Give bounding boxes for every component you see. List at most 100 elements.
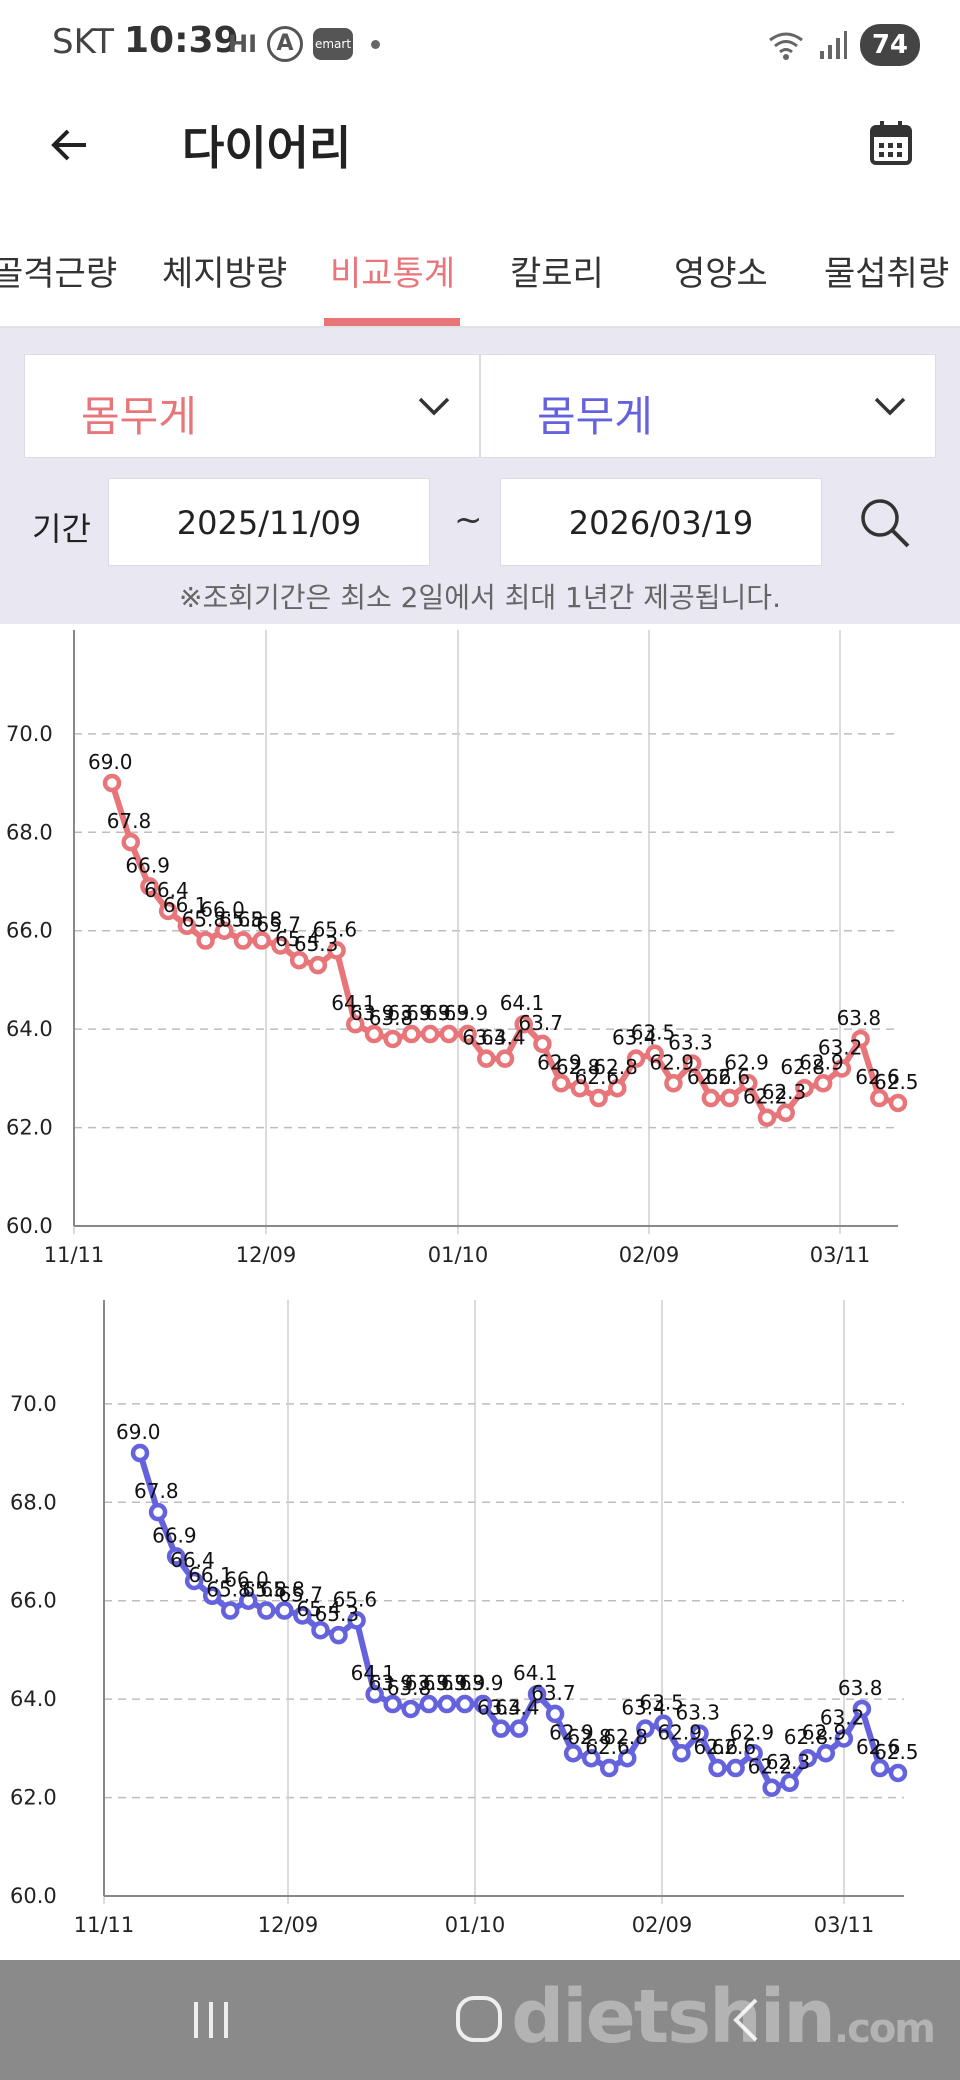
start-date-field[interactable]: 2025/11/09 <box>108 478 430 566</box>
tab-skeletal-muscle[interactable]: 골격근량 <box>0 254 118 294</box>
data-label: 63.9 <box>406 1001 451 1025</box>
data-point <box>581 1748 601 1768</box>
data-label: 65.8 <box>219 908 264 932</box>
data-label: 65.6 <box>333 1587 378 1611</box>
left-metric-select[interactable]: 몸무게 <box>24 354 480 458</box>
system-icons: 74 <box>766 24 920 66</box>
tab-nutrients[interactable]: 영양소 <box>674 254 768 294</box>
recent-apps-icon[interactable] <box>176 1990 246 2050</box>
data-point <box>293 1606 312 1625</box>
data-point <box>762 1778 781 1797</box>
tab-body-fat[interactable]: 체지방량 <box>162 254 288 294</box>
data-label: 66.9 <box>125 853 170 877</box>
data-point <box>589 1088 608 1108</box>
emart-notification-icon: emart <box>313 28 354 60</box>
y-tick-label: 62.0 <box>10 1786 57 1810</box>
right-metric-select[interactable]: 몸무게 <box>480 354 936 458</box>
right-weight-chart: 60.0 62.0 64.0 66.0 68.0 70.0 11/11 12/09 01/10 0… <box>0 1300 960 1960</box>
data-label: 63.5 <box>631 1021 676 1045</box>
data-point <box>495 1049 515 1068</box>
data-label: 62.6 <box>575 1065 620 1089</box>
data-label: 63.4 <box>477 1696 522 1720</box>
data-label: 69.0 <box>88 750 133 774</box>
data-label: 62.5 <box>874 1070 919 1094</box>
data-label: 63.9 <box>459 1671 504 1695</box>
data-point <box>690 1724 709 1743</box>
data-point <box>473 1694 493 1714</box>
data-label: 62.3 <box>766 1750 811 1774</box>
data-label: 64.1 <box>331 991 376 1015</box>
data-point <box>289 950 309 970</box>
x-tick-label: 03/11 <box>814 1913 875 1937</box>
data-label: 62.5 <box>874 1740 919 1764</box>
data-label: 62.9 <box>537 1050 582 1074</box>
tab-compare-stats[interactable]: 비교통계 <box>330 254 456 294</box>
data-point <box>645 1044 664 1063</box>
date-range-separator: ~ <box>454 500 483 540</box>
data-label: 63.2 <box>818 1036 863 1060</box>
data-point <box>327 941 346 960</box>
data-point <box>533 1034 552 1054</box>
back-icon[interactable] <box>712 1990 782 2050</box>
data-point <box>608 1078 627 1098</box>
data-point <box>798 1748 818 1768</box>
data-point <box>618 1748 637 1768</box>
data-point <box>439 1024 459 1044</box>
data-label: 64.1 <box>351 1661 396 1685</box>
app-bar: 다이어리 <box>0 90 960 200</box>
home-icon[interactable] <box>444 1990 514 2050</box>
data-label: 62.6 <box>856 1735 901 1759</box>
tab-water-intake[interactable]: 물섭취량 <box>824 254 950 294</box>
data-label: 65.8 <box>238 908 283 932</box>
notification-icons: HI A emart <box>228 26 381 62</box>
data-point <box>626 1049 646 1068</box>
data-label: 63.4 <box>495 1696 540 1720</box>
data-point <box>233 931 253 950</box>
data-label: 62.6 <box>706 1065 751 1089</box>
chevron-down-icon <box>874 397 906 416</box>
active-tab-indicator <box>324 318 460 326</box>
tab-calories[interactable]: 칼로리 <box>510 254 604 294</box>
signal-icon <box>819 31 847 59</box>
data-point <box>852 1699 872 1719</box>
data-label: 62.9 <box>802 1720 847 1744</box>
data-label: 62.8 <box>567 1725 612 1749</box>
data-point <box>672 1744 691 1763</box>
data-point <box>834 1729 854 1748</box>
end-date-field[interactable]: 2026/03/19 <box>500 478 822 566</box>
x-tick-label: 03/11 <box>810 1243 871 1267</box>
left-metric-value: 몸무게 <box>81 392 197 441</box>
data-point <box>215 921 234 940</box>
data-label: 63.4 <box>481 1026 526 1050</box>
clock: 10:39 <box>124 20 239 61</box>
data-point <box>726 1758 745 1778</box>
data-point <box>158 901 178 921</box>
data-label: 66.4 <box>170 1548 215 1572</box>
data-label: 62.6 <box>585 1735 630 1759</box>
search-icon[interactable] <box>856 494 912 550</box>
data-point <box>636 1719 655 1738</box>
data-label: 65.7 <box>278 1582 323 1606</box>
y-tick-label: 70.0 <box>10 1392 57 1416</box>
x-tick-label: 11/11 <box>74 1913 135 1937</box>
data-label: 62.2 <box>743 1085 788 1109</box>
data-point <box>744 1744 763 1763</box>
data-label: 67.8 <box>107 809 152 833</box>
data-point <box>551 1074 571 1093</box>
data-point <box>239 1591 258 1610</box>
data-label: 62.8 <box>556 1055 601 1079</box>
left-weight-chart: 60.0 62.0 64.0 66.0 68.0 70.0 11/11 12/09 01/10 0… <box>0 630 960 1280</box>
back-arrow-icon[interactable] <box>46 120 96 170</box>
data-point <box>140 877 159 896</box>
data-label: 65.4 <box>275 927 320 951</box>
data-label: 62.8 <box>593 1055 638 1079</box>
data-point <box>419 1694 439 1714</box>
data-label: 63.8 <box>838 1676 883 1700</box>
data-point <box>365 1684 384 1704</box>
x-tick-label: 12/09 <box>236 1243 297 1267</box>
calendar-icon[interactable] <box>866 118 916 168</box>
data-point <box>780 1773 799 1793</box>
data-point <box>166 1547 186 1566</box>
data-point <box>437 1694 457 1714</box>
data-point <box>271 936 290 955</box>
